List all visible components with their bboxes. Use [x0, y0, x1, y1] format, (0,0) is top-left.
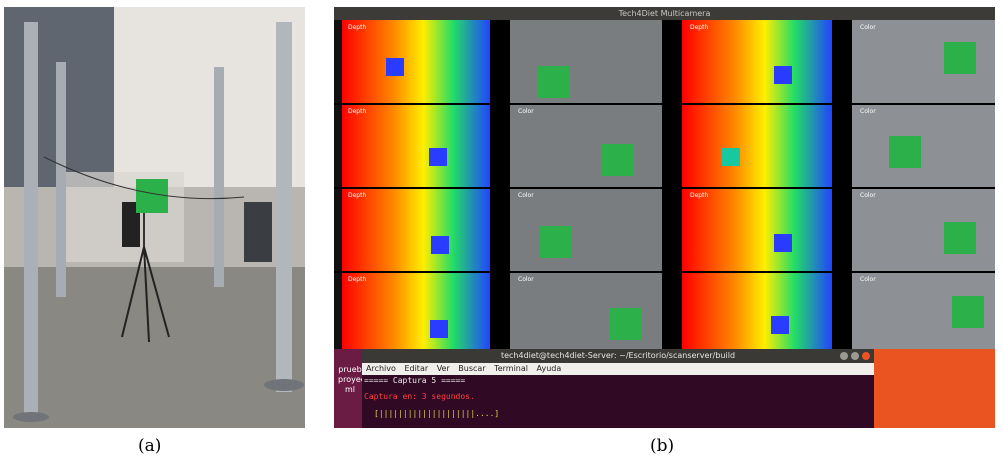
- color-label: Color: [860, 108, 876, 115]
- depth-label: Depth: [348, 192, 367, 199]
- menu-ayuda[interactable]: Ayuda: [536, 364, 562, 373]
- color-label: Color: [518, 276, 534, 283]
- desktop-accent: [872, 349, 995, 428]
- terminal-window[interactable]: tech4diet@tech4diet-Server: ~/Escritorio…: [362, 349, 874, 428]
- maximize-icon[interactable]: [851, 352, 859, 360]
- menu-buscar[interactable]: Buscar: [458, 364, 486, 373]
- terminal-title: tech4diet@tech4diet-Server: ~/Escritorio…: [362, 349, 874, 363]
- color-label: Color: [518, 108, 534, 115]
- color-label: Color: [860, 24, 876, 31]
- terminal-line: Captura en: 3 segundos.: [364, 392, 475, 401]
- window-title: Tech4Diet Multicamera: [334, 7, 995, 20]
- minimize-icon[interactable]: [840, 352, 848, 360]
- depth-label: Depth: [348, 276, 367, 283]
- desktop-icon-label: proyec: [338, 375, 366, 384]
- depth-label: Depth: [690, 192, 709, 199]
- close-icon[interactable]: [862, 352, 870, 360]
- menu-ver[interactable]: Ver: [436, 364, 450, 373]
- depth-label: Depth: [348, 24, 367, 31]
- color-label: Color: [518, 192, 534, 199]
- menu-terminal[interactable]: Terminal: [494, 364, 528, 373]
- terminal-output[interactable]: ===== Captura 5 ===== Captura en: 3 segu…: [364, 376, 872, 428]
- color-label: Color: [860, 192, 876, 199]
- terminal-line: ===== Captura 5 =====: [364, 376, 466, 385]
- terminal-menubar: Archivo Editar Ver Buscar Terminal Ayuda: [362, 363, 874, 375]
- desktop-icon-label: ml: [344, 385, 355, 394]
- color-label: Color: [860, 276, 876, 283]
- menu-archivo[interactable]: Archivo: [366, 364, 396, 373]
- desktop-icon[interactable]: prueb proyec ml: [338, 365, 366, 395]
- depth-label: Depth: [690, 24, 709, 31]
- menu-editar[interactable]: Editar: [404, 364, 429, 373]
- desktop-icon-label: prueb: [338, 365, 362, 374]
- caption-a: (a): [138, 436, 162, 456]
- depth-label: Depth: [348, 108, 367, 115]
- capture-rig-photo: [4, 7, 305, 428]
- caption-b: (b): [650, 436, 675, 456]
- progress-bar: [||||||||||||||||||||....]: [374, 409, 500, 418]
